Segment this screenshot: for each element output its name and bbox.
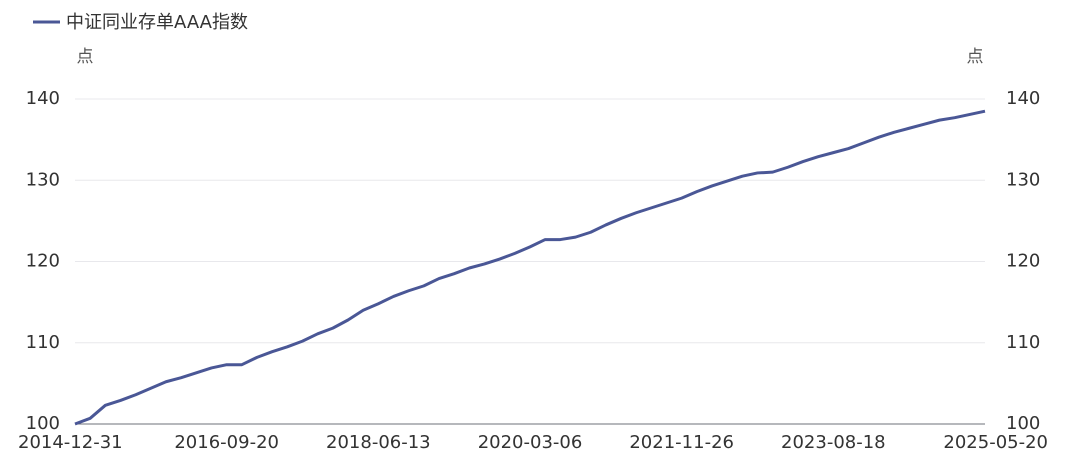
y2-tick-label: 120 xyxy=(1006,251,1040,272)
y2-tick-label: 130 xyxy=(1006,169,1040,190)
legend-label: 中证同业存单AAA指数 xyxy=(66,12,248,33)
y2-tick-label: 100 xyxy=(1006,413,1040,434)
y-tick-label: 140 xyxy=(26,88,60,109)
series-line xyxy=(74,109,986,426)
y2-tick-label: 110 xyxy=(1006,332,1040,353)
x-tick-label: 2020-03-06 xyxy=(478,432,583,453)
y-tick-label: 100 xyxy=(26,413,60,434)
x-tick-label: 2023-08-18 xyxy=(781,432,886,453)
y2-unit: 点 xyxy=(967,47,984,67)
x-tick-label: 2014-12-31 xyxy=(18,432,123,453)
y-tick-label: 130 xyxy=(26,169,60,190)
x-tick-label: 2025-05-20 xyxy=(943,432,1048,453)
x-tick-label: 2016-09-20 xyxy=(174,432,279,453)
y2-tick-label: 140 xyxy=(1006,88,1040,109)
y-tick-label: 120 xyxy=(26,251,60,272)
y-unit: 点 xyxy=(77,47,94,67)
x-tick-label: 2018-06-13 xyxy=(326,432,431,453)
x-tick-label: 2021-11-26 xyxy=(629,432,734,453)
y-tick-label: 110 xyxy=(26,332,60,353)
